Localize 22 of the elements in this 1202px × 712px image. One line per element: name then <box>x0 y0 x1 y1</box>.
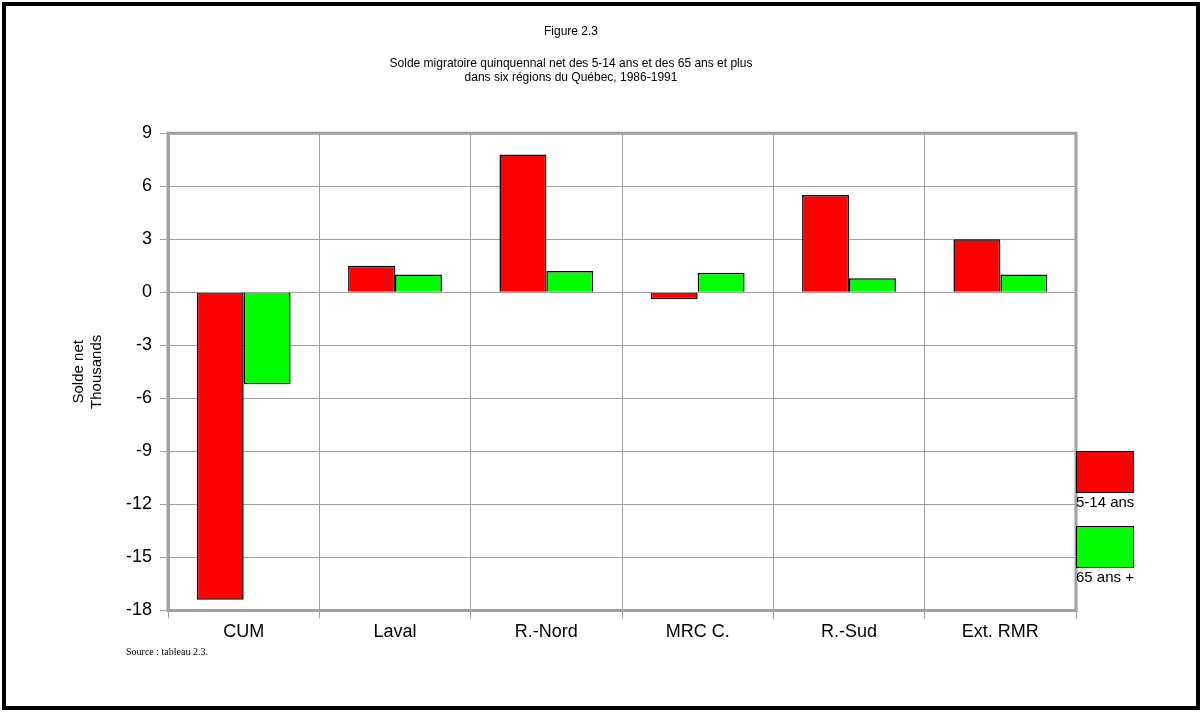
text: 65 ans + <box>1076 568 1135 585</box>
y-tick-label: -12 <box>126 493 153 514</box>
x-tick-label: Ext. RMR <box>961 621 1039 642</box>
chart-title: Figure 2.3 <box>543 23 599 38</box>
y-tick-label: -15 <box>126 546 153 567</box>
y-tick-label: -18 <box>126 599 153 620</box>
x-tick-label: R.-Nord <box>514 621 578 642</box>
x-tick-label: R.-Sud <box>820 621 878 642</box>
y-tick-label: -3 <box>136 334 153 355</box>
y-tick-label: 9 <box>142 122 153 143</box>
chart-subtitle: Solde migratoire quinquennal net des 5-14 ans et des 65 ans et plus dans six régions du Québec, 1986-1991 <box>389 55 753 85</box>
y-tick-label: -6 <box>136 387 153 408</box>
source-note: Source : tableau 2.3. <box>126 646 208 657</box>
y-tick-label: 3 <box>142 228 153 249</box>
x-tick-label: Laval <box>373 621 417 642</box>
text: 5-14 ans <box>1076 493 1135 510</box>
x-tick-label: MRC C. <box>665 621 730 642</box>
y-tick-label: 6 <box>142 175 153 196</box>
y-tick-label: 0 <box>142 281 153 302</box>
y-tick-label: -9 <box>136 440 153 461</box>
x-tick-label: CUM <box>223 621 265 642</box>
y-axis-title: Solde net Thousands <box>69 334 105 409</box>
